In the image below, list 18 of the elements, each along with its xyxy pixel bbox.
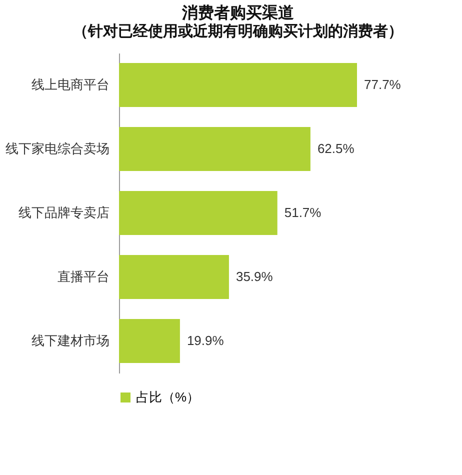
- data-label: 19.9%: [186, 333, 224, 348]
- data-label: 62.5%: [317, 141, 355, 156]
- bar: [119, 63, 357, 107]
- y-tick-label: 线下建材市场: [32, 333, 110, 348]
- chart-title: 消费者购买渠道: [181, 4, 295, 22]
- bar: [119, 319, 180, 363]
- y-tick-label: 线下家电综合卖场: [6, 141, 110, 156]
- bar: [119, 191, 278, 235]
- bar: [119, 255, 229, 299]
- y-tick-label: 线上电商平台: [32, 77, 110, 92]
- y-tick-label: 线下品牌专卖店: [18, 205, 110, 220]
- y-tick-label: 直播平台: [58, 269, 110, 284]
- data-label: 35.9%: [236, 269, 274, 284]
- chart-subtitle: （针对已经使用或近期有明确购买计划的消费者）: [73, 23, 403, 40]
- legend-label: 占比（%）: [136, 390, 200, 404]
- data-label: 51.7%: [284, 205, 322, 220]
- bar: [119, 127, 310, 171]
- data-label: 77.7%: [364, 77, 402, 92]
